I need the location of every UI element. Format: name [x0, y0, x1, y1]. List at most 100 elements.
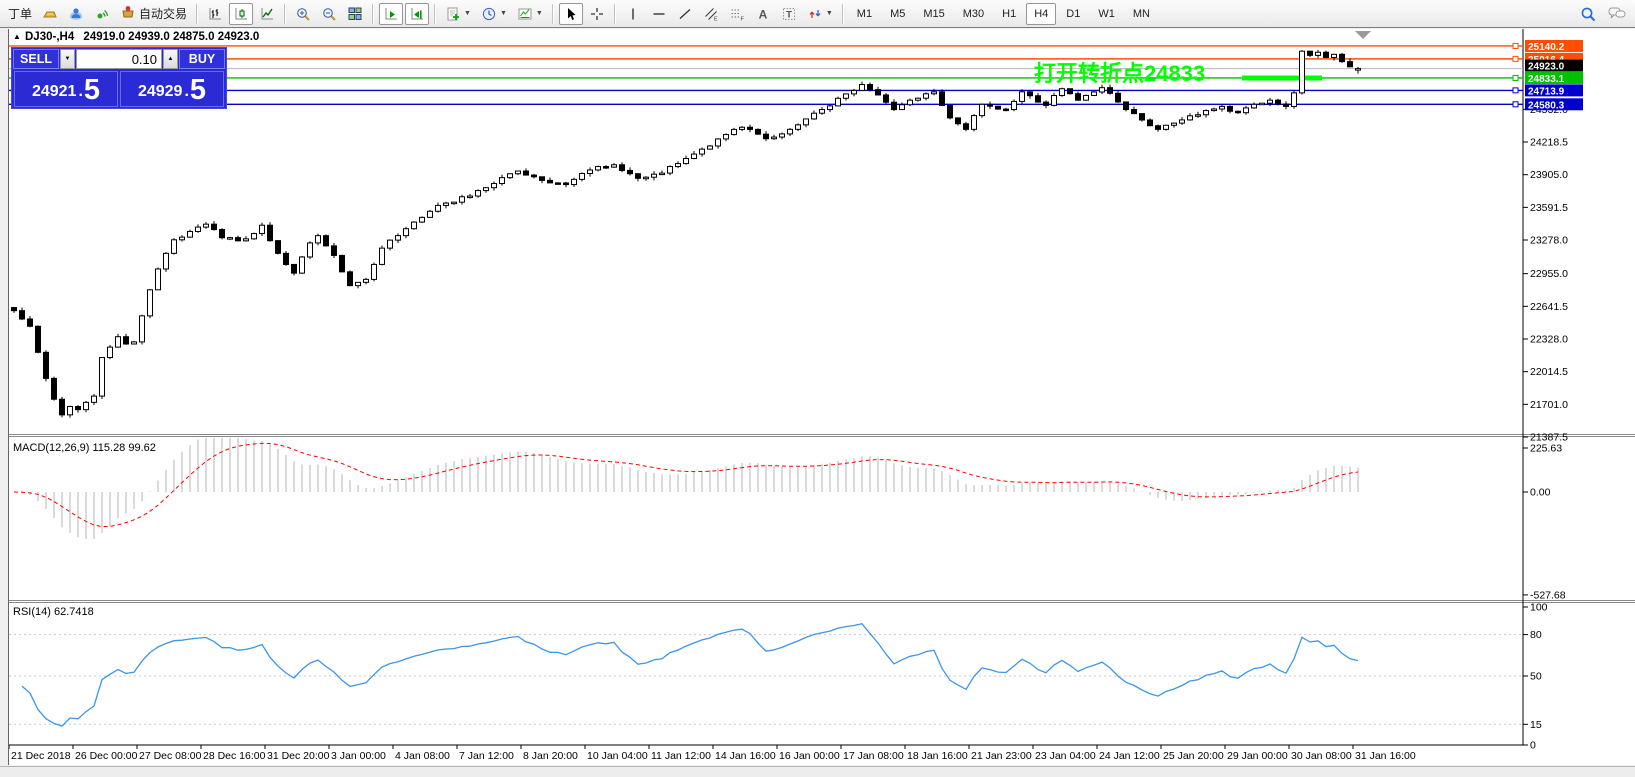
channel-icon[interactable]: E — [699, 3, 723, 25]
chat-icon[interactable] — [1603, 3, 1631, 25]
periods-icon[interactable]: ▼ — [477, 3, 511, 25]
candle-body — [43, 351, 49, 379]
pane-separator[interactable] — [9, 602, 1635, 603]
candle-body — [595, 166, 601, 171]
timeframe-mn-button[interactable]: MN — [1132, 7, 1150, 20]
level-anchor-marker[interactable] — [1512, 101, 1519, 108]
new-order-button[interactable]: 丁单 — [4, 3, 36, 25]
level-anchor-marker[interactable] — [1512, 74, 1519, 81]
candle-body — [483, 187, 489, 192]
volume-down-button[interactable]: ▼ — [60, 49, 75, 69]
candle-body — [83, 401, 89, 411]
sell-button[interactable]: SELL — [13, 49, 59, 69]
timeframe-m1-button[interactable]: M1 — [856, 7, 873, 20]
indicators-icon[interactable]: ▼ — [441, 3, 475, 25]
timeframe-d1-button[interactable]: D1 — [1066, 7, 1081, 20]
candle-body — [531, 174, 537, 178]
time-axis-tick-label: 3 Jan 00:00 — [331, 750, 386, 762]
timeframe-m5-button[interactable]: M5 — [890, 7, 906, 20]
search-icon[interactable] — [1575, 3, 1601, 25]
time-axis-tick-label: 7 Jan 12:00 — [459, 750, 514, 762]
candle-body — [771, 136, 777, 140]
zoom-in-icon[interactable] — [291, 3, 315, 25]
text-icon[interactable]: A — [751, 3, 775, 25]
line-chart-icon[interactable] — [255, 3, 279, 25]
horizontal-line-icon[interactable] — [647, 3, 671, 25]
level-anchor-marker[interactable] — [1512, 42, 1519, 49]
candle-body — [683, 158, 689, 165]
community-icon[interactable] — [64, 3, 88, 25]
volume-up-button[interactable]: ▲ — [163, 49, 178, 69]
svg-text:E: E — [714, 16, 718, 22]
candle-body — [1307, 50, 1313, 56]
time-axis-tick-label: 29 Jan 00:00 — [1227, 750, 1288, 762]
candle-body — [451, 201, 457, 205]
timeframe-h4-button[interactable]: H4 — [1026, 2, 1057, 25]
chart-shift-icon[interactable] — [405, 2, 430, 25]
cursor-icon[interactable] — [558, 2, 583, 25]
candle-body — [35, 325, 41, 353]
chart-canvas[interactable]: 打开转折点2483324532.024218.523905.023591.523… — [9, 29, 1635, 766]
candle-body — [283, 252, 289, 265]
candle-body — [395, 235, 401, 241]
fibonacci-icon[interactable]: F — [725, 3, 749, 25]
pane-separator[interactable] — [9, 434, 1635, 435]
candle-body — [939, 91, 945, 107]
candle-body — [1043, 101, 1049, 106]
chart-shift-marker-icon[interactable] — [1355, 31, 1371, 39]
pane-separator[interactable] — [9, 436, 1635, 437]
text-label-icon[interactable]: T — [777, 3, 801, 25]
templates-icon[interactable]: ▼ — [513, 3, 547, 25]
candle-body — [27, 318, 33, 327]
candle-body — [155, 268, 161, 291]
candle-body — [867, 84, 873, 91]
macd-signal-line — [13, 442, 1359, 528]
buy-price-display[interactable]: 24929. 5 — [120, 71, 224, 107]
pane-separator[interactable] — [9, 600, 1635, 601]
candlestick-chart-icon[interactable] — [229, 2, 254, 25]
timeframe-h1-button[interactable]: H1 — [1002, 7, 1017, 20]
time-axis-tick-label: 16 Jan 00:00 — [779, 750, 840, 762]
vertical-line-icon[interactable] — [621, 3, 645, 25]
candle-body — [1315, 51, 1321, 56]
candle-body — [995, 105, 1001, 110]
candle-body — [715, 138, 721, 147]
timeframe-w1-button[interactable]: W1 — [1098, 7, 1115, 20]
chart-annotation[interactable]: 打开转折点24833 — [1034, 61, 1205, 86]
level-anchor-marker[interactable] — [1512, 87, 1519, 94]
rsi-line — [21, 622, 1359, 727]
main-toolbar: 丁单 自动交易 ▼ ▼ ▼ E F A T ▼ M1 — [0, 0, 1635, 28]
timeframe-m30-button[interactable]: M30 — [962, 7, 985, 20]
signals-icon[interactable] — [90, 3, 114, 25]
zoom-out-icon[interactable] — [317, 3, 341, 25]
volume-input[interactable] — [76, 49, 162, 69]
tile-windows-icon[interactable] — [343, 3, 367, 25]
dropdown-arrow-icon: ▼ — [825, 10, 833, 17]
candle-body — [507, 173, 513, 179]
candle-body — [515, 170, 521, 175]
timeframe-m15-button[interactable]: M15 — [923, 7, 945, 20]
level-anchor-marker[interactable] — [1512, 55, 1519, 62]
crosshair-icon[interactable] — [585, 3, 609, 25]
candle-body — [499, 177, 505, 185]
sell-price-display[interactable]: 24921. 5 — [14, 71, 118, 107]
bar-chart-icon[interactable] — [203, 3, 227, 25]
candle-body — [1155, 125, 1161, 130]
arrows-icon[interactable]: ▼ — [803, 3, 837, 25]
auto-scroll-icon[interactable] — [379, 2, 404, 25]
trendline-icon[interactable] — [673, 3, 697, 25]
buy-button[interactable]: BUY — [179, 49, 225, 69]
candle-body — [91, 395, 97, 403]
gold-ingot-icon[interactable] — [38, 3, 62, 25]
collapse-panel-icon[interactable]: ▲ — [13, 32, 21, 41]
candle-body — [195, 226, 201, 232]
candle-body — [131, 341, 137, 345]
candle-body — [435, 204, 441, 212]
toolbar-separator — [372, 3, 375, 24]
autotrade-button[interactable]: 自动交易 — [116, 3, 191, 25]
candle-body — [403, 228, 409, 237]
candle-body — [907, 99, 913, 106]
candle-body — [635, 173, 641, 179]
candle-body — [275, 240, 281, 254]
candle-body — [859, 84, 865, 91]
